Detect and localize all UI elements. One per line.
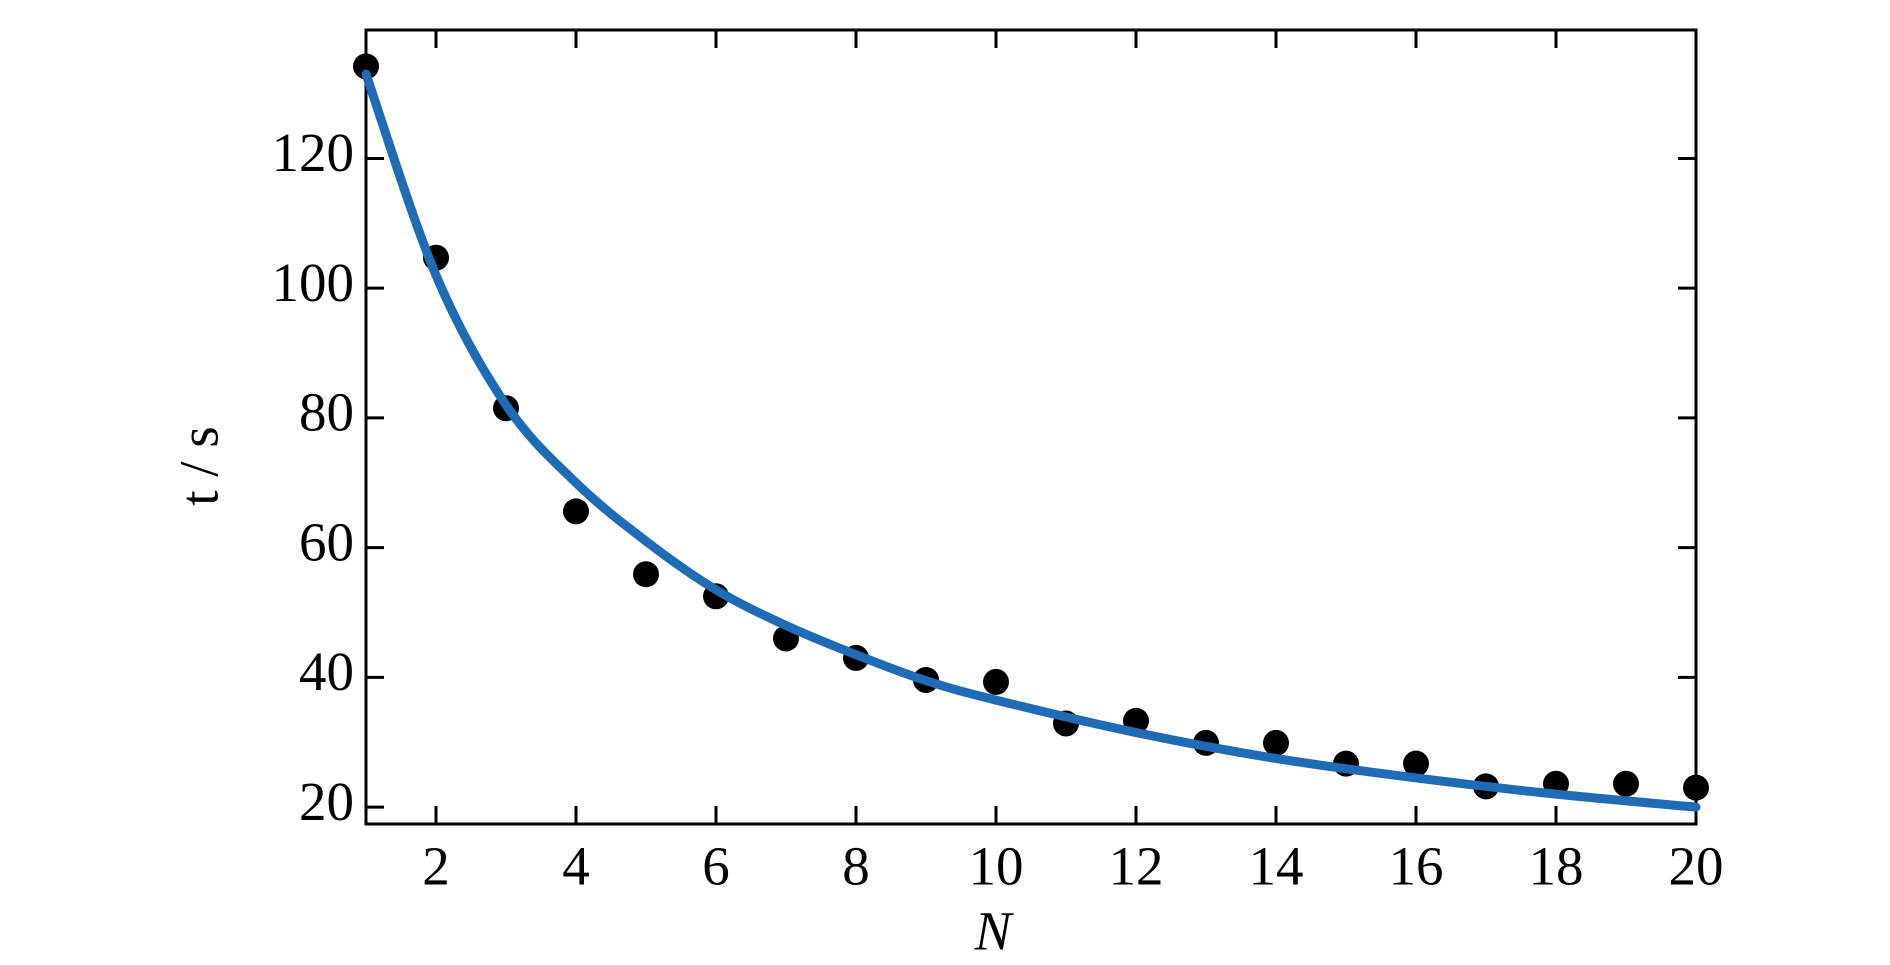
data-point — [1263, 729, 1289, 756]
x-tick-label: 2 — [422, 836, 450, 897]
x-tick-label: 12 — [1109, 836, 1164, 897]
data-point — [1683, 774, 1709, 801]
data-point — [563, 498, 589, 525]
data-point — [1613, 770, 1639, 797]
y-tick-label: 60 — [299, 511, 354, 572]
y-tick-label: 100 — [272, 252, 355, 313]
x-tick-label: 4 — [562, 836, 590, 897]
y-tick-label: 120 — [272, 122, 355, 183]
data-point — [1403, 750, 1429, 777]
x-tick-label: 16 — [1389, 836, 1444, 897]
y-axis-label: t / s — [169, 426, 230, 505]
x-tick-label: 10 — [969, 836, 1024, 897]
y-tick-label: 20 — [299, 771, 354, 832]
data-point — [353, 53, 379, 80]
x-axis-label: N — [974, 901, 1015, 962]
x-tick-label: 6 — [702, 836, 730, 897]
y-tick-label: 40 — [299, 641, 354, 702]
x-tick-label: 8 — [842, 836, 870, 897]
x-tick-label: 20 — [1669, 836, 1724, 897]
data-point — [633, 561, 659, 588]
x-tick-label: 14 — [1249, 836, 1304, 897]
x-tick-label: 18 — [1529, 836, 1584, 897]
plot-frame — [364, 28, 1698, 826]
data-point — [983, 668, 1009, 695]
y-tick-label: 80 — [299, 382, 354, 443]
fit-curve — [361, 69, 1701, 812]
